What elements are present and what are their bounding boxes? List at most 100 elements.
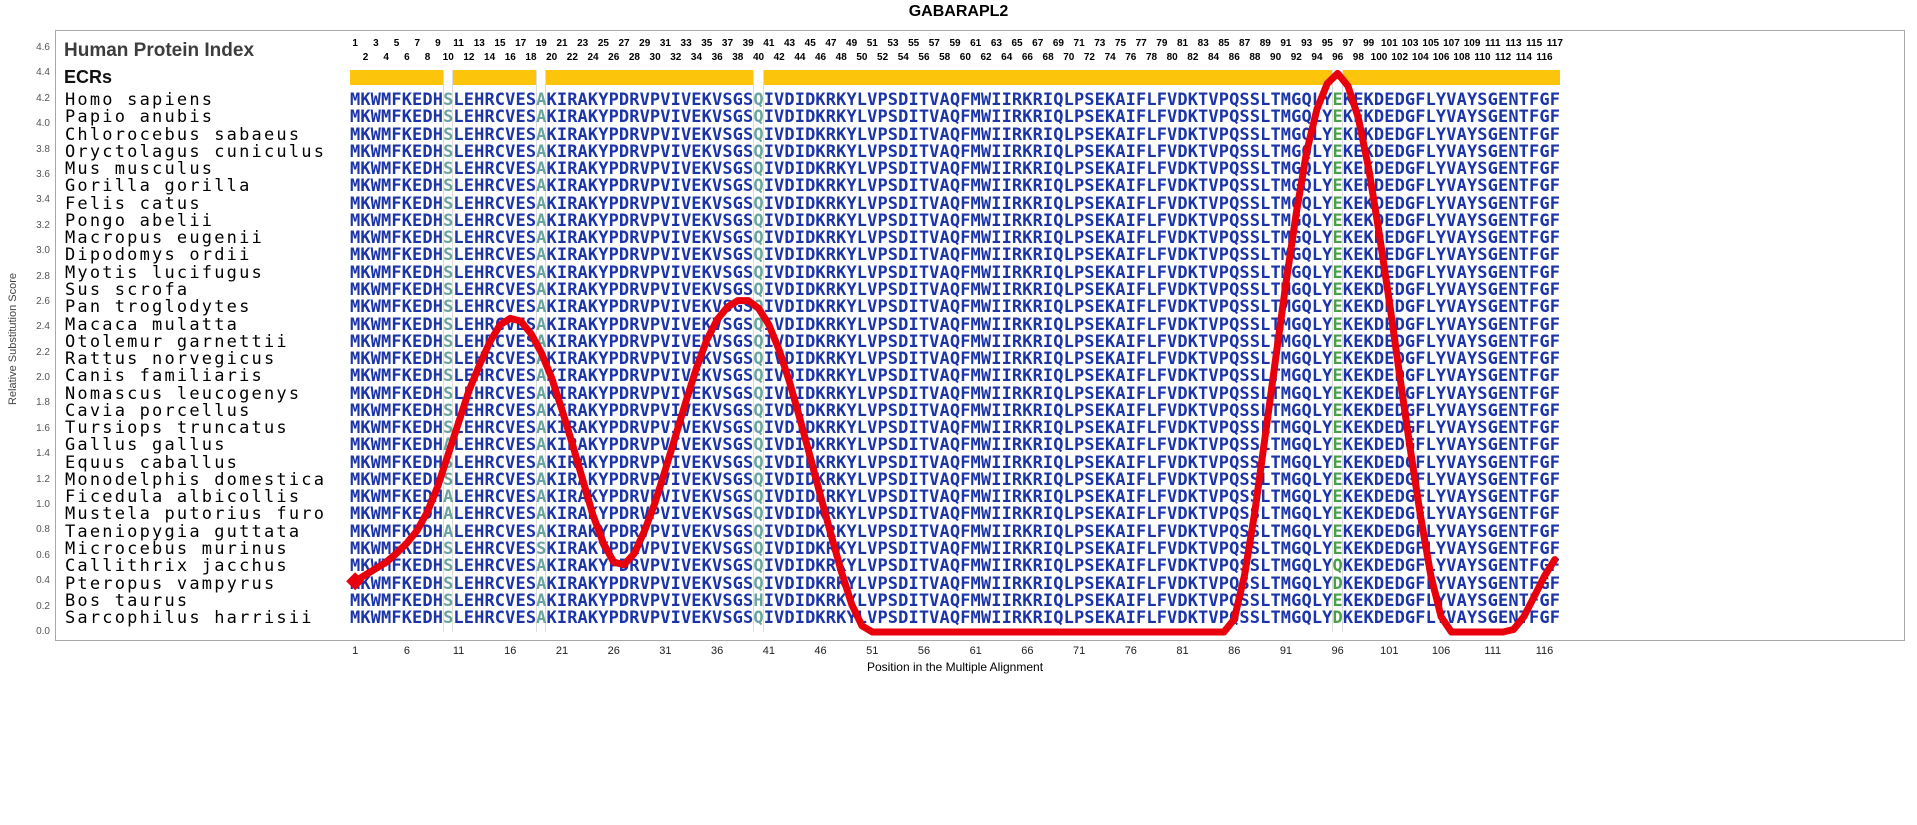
position-number: 90 — [1270, 52, 1282, 63]
y-tick-label: 1.4 — [36, 448, 50, 460]
position-number: 97 — [1342, 38, 1354, 49]
position-number: 7 — [414, 38, 420, 49]
position-number: 27 — [618, 38, 630, 49]
species-name: Taeniopygia guttata — [65, 521, 302, 542]
ecr-segment — [763, 70, 1333, 85]
y-tick-label: 4.2 — [36, 92, 50, 104]
y-tick-label: 1.8 — [36, 397, 50, 409]
x-tick-label: 96 — [1331, 645, 1344, 657]
position-number: 63 — [990, 38, 1002, 49]
position-number: 113 — [1505, 38, 1522, 49]
position-number: 81 — [1176, 38, 1189, 49]
species-name: Sus scrofa — [65, 279, 190, 300]
position-number: 32 — [670, 52, 682, 63]
x-tick-label: 116 — [1535, 645, 1554, 657]
y-tick-label: 2.4 — [36, 321, 50, 333]
x-tick-label: 71 — [1072, 645, 1086, 657]
y-tick-label: 0.2 — [36, 600, 50, 612]
species-name: Gorilla gorilla — [65, 176, 252, 197]
species-name: Nomascus leucogenys — [65, 383, 302, 404]
position-number: 1 — [352, 38, 358, 49]
position-number: 72 — [1083, 52, 1095, 63]
position-number: 56 — [918, 52, 930, 63]
x-tick-label: 51 — [866, 645, 879, 657]
species-name: Felis catus — [65, 193, 202, 214]
position-number: 23 — [577, 38, 589, 49]
position-number: 12 — [463, 52, 475, 63]
position-number: 40 — [752, 52, 765, 63]
position-number: 19 — [535, 38, 547, 49]
position-number: 45 — [804, 38, 816, 49]
y-tick-label: 3.8 — [36, 143, 50, 155]
position-number: 37 — [721, 38, 734, 49]
position-number: 47 — [825, 38, 837, 49]
position-number: 102 — [1391, 52, 1409, 63]
species-name: Cavia porcellus — [65, 400, 252, 421]
species-name: Papio anubis — [65, 107, 215, 128]
position-number: 107 — [1443, 38, 1460, 49]
position-number: 3 — [373, 38, 379, 49]
position-number: 104 — [1412, 52, 1429, 63]
position-number: 18 — [525, 52, 537, 63]
y-tick-label: 1.6 — [36, 422, 50, 434]
x-tick-label: 81 — [1176, 645, 1189, 657]
position-number: 34 — [690, 52, 703, 63]
x-tick-label: 76 — [1124, 645, 1137, 657]
position-number: 17 — [515, 38, 527, 49]
species-name: Mustela putorius furo — [65, 504, 327, 525]
position-number: 51 — [866, 38, 878, 49]
position-number: 98 — [1352, 52, 1364, 63]
position-number: 64 — [1001, 52, 1013, 63]
species-name: Chlorocebus sabaeus — [65, 124, 302, 145]
position-number: 69 — [1052, 38, 1064, 49]
position-number: 39 — [742, 38, 754, 49]
x-tick-label: 61 — [969, 645, 982, 657]
human-protein-index-label: Human Protein Index — [64, 40, 255, 61]
position-number: 111 — [1484, 38, 1501, 49]
position-number: 43 — [783, 38, 796, 49]
x-tick-label: 41 — [762, 645, 775, 657]
ecr-segment — [350, 70, 444, 85]
ecr-segment — [1342, 70, 1560, 85]
x-tick-label: 66 — [1021, 645, 1034, 657]
y-tick-label: 2.6 — [36, 295, 50, 307]
variant-residue: Q — [753, 608, 764, 629]
position-number: 61 — [970, 38, 982, 49]
position-number: 87 — [1239, 38, 1251, 49]
position-number: 65 — [1011, 38, 1023, 49]
position-number: 14 — [484, 52, 496, 63]
species-name: Oryctolagus cuniculus — [65, 141, 327, 162]
position-number: 92 — [1290, 52, 1302, 63]
position-number: 42 — [773, 52, 785, 63]
position-number: 109 — [1463, 38, 1481, 49]
species-name: Sarcophilus harrisii — [65, 608, 314, 629]
x-tick-label: 56 — [917, 645, 931, 657]
position-number: 9 — [435, 38, 441, 49]
position-number: 44 — [794, 52, 806, 63]
position-number: 10 — [442, 52, 454, 63]
position-number: 48 — [835, 52, 847, 63]
position-number: 38 — [732, 52, 744, 63]
position-number: 28 — [628, 52, 640, 63]
position-number: 106 — [1432, 52, 1450, 63]
x-tick-label: 106 — [1431, 645, 1451, 657]
y-tick-label: 4.6 — [36, 42, 50, 53]
x-tick-label: 91 — [1279, 645, 1293, 657]
position-number: 13 — [473, 38, 485, 49]
y-tick-label: 3.2 — [36, 219, 50, 231]
species-name: Pongo abelii — [65, 210, 215, 231]
species-name: Callithrix jacchus — [65, 556, 289, 577]
position-number: 30 — [649, 52, 661, 63]
sequence-row: MKWMFKEDHSLEHRCVESAKIRAKYPDRVPVIVEKVSGSQ… — [350, 608, 1561, 629]
position-number: 22 — [566, 52, 578, 63]
position-number: 71 — [1073, 38, 1085, 49]
species-name: Pteropus vampyrus — [65, 573, 277, 594]
species-name: Ficedula albicollis — [65, 487, 302, 508]
position-number: 16 — [504, 52, 516, 63]
x-axis-title: Position in the Multiple Alignment — [866, 660, 1044, 674]
y-tick-label: 4.0 — [36, 118, 50, 130]
x-tick-label: 111 — [1484, 645, 1502, 657]
position-number: 99 — [1363, 38, 1375, 49]
position-number: 60 — [959, 52, 971, 63]
